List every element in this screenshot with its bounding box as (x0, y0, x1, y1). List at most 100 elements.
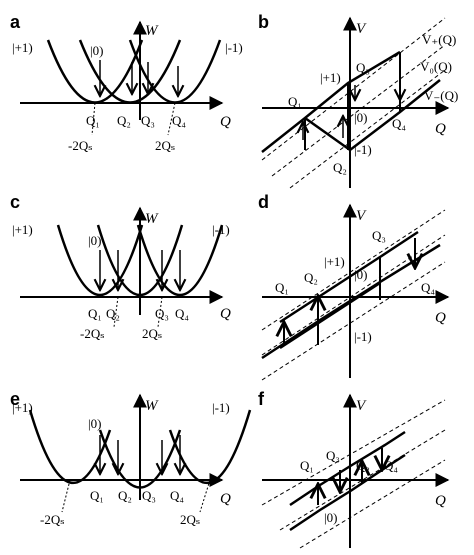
qs-left-label: -2Qₛ (80, 326, 105, 341)
state-zero: |0) (88, 233, 101, 248)
guide-line (157, 296, 163, 328)
state-plus-one: |+1) (12, 40, 33, 55)
q4-label: Q₄ (170, 488, 184, 503)
v-axis-label: V (356, 21, 367, 37)
branch-lower (279, 281, 381, 350)
state-plus-one: |+1) (324, 254, 345, 269)
q4-label: Q₄ (172, 113, 186, 128)
panel-letter-b: b (258, 12, 269, 32)
state-zero: |0) (354, 110, 367, 125)
q1-label: Q₁ (88, 306, 102, 321)
q4-label: Q₄ (392, 116, 406, 131)
panel-c: c W Q |+1) |-1) |0) Q₁ Q₂ Q₃ Q₄ -2Qₛ 2Qₛ (10, 192, 231, 341)
state-zero: |0) (354, 267, 367, 282)
state-zero: |0) (90, 43, 103, 58)
v-minus-line (261, 261, 446, 381)
panel-letter-f: f (258, 389, 265, 409)
q4-label: Q₄ (175, 306, 189, 321)
parabola-minus-one (128, 39, 222, 104)
branch-lower (304, 79, 441, 152)
v-minus-line (299, 459, 446, 549)
w-axis-label: W (145, 23, 159, 39)
q2-label: Q₂ (304, 270, 318, 285)
panel-b: b V Q Q₁ Q₂ Q₃ Q₄ |+1) |0) |-1) V₊(Q) V₀… (258, 12, 458, 189)
v-zero-line (271, 44, 446, 177)
qs-left-label: -2Qₛ (40, 512, 65, 527)
parabola-plus-one (46, 39, 144, 104)
q2-label: Q₂ (118, 488, 132, 503)
state-plus-one: |+1) (12, 222, 33, 237)
panel-letter-c: c (10, 192, 20, 212)
panel-a: a W Q |+1) |-1) |0) Q₁ Q₂ Q₃ Q₄ -2Qₛ 2Qₛ (10, 12, 243, 153)
q1-label: Q₁ (275, 280, 289, 295)
q2-label: Q₂ (356, 458, 370, 473)
branch-upper (279, 230, 419, 324)
q3-label: Q₃ (356, 60, 370, 75)
q2-label: Q₂ (106, 306, 120, 321)
v-minus-line (289, 69, 446, 189)
panel-letter-a: a (10, 12, 21, 32)
parabola-minus-one (136, 224, 224, 296)
state-plus-one: |+1) (12, 400, 33, 415)
q3-label: Q₃ (142, 488, 156, 503)
w-axis-label: W (145, 398, 159, 414)
guide-line (61, 479, 71, 513)
v-axis-label: V (356, 398, 367, 414)
state-minus-one: |-1) (354, 142, 372, 157)
guide-line (199, 479, 211, 513)
panel-letter-d: d (258, 192, 269, 212)
q-axis-label: Q (220, 306, 231, 322)
v-plus-line (261, 209, 446, 331)
v-axis-label: V (356, 208, 367, 224)
q2-label: Q₂ (333, 160, 347, 175)
q4-label: Q₄ (384, 458, 398, 473)
panel-f: f V Q Q₁ Q₃ Q₂ Q₄ |0) (258, 389, 450, 549)
guide-line (113, 296, 119, 328)
v-plus-line (261, 17, 446, 161)
parabola-zero (96, 224, 184, 296)
guide-line (91, 102, 96, 136)
panel-e: e W Q |+1) |-1) |0) Q₁ Q₂ Q₃ Q₄ -2Qₛ 2Qₛ (10, 389, 252, 527)
panel-letter-e: e (10, 389, 20, 409)
q-axis-label: Q (435, 310, 446, 326)
qs-left-label: -2Qₛ (68, 138, 93, 153)
state-minus-one: |-1) (212, 400, 230, 415)
q1-label: Q₁ (90, 488, 104, 503)
branch-upper (261, 50, 401, 153)
parabola-plus-one (56, 224, 144, 296)
state-minus-one: |-1) (354, 329, 372, 344)
v-plus-label: V₊(Q) (422, 32, 456, 47)
w-axis-label: W (145, 211, 159, 227)
q-axis-label: Q (435, 121, 446, 137)
q3-label: Q₃ (155, 306, 169, 321)
panel-d: d V Q Q₁ Q₂ Q₃ Q₄ |+1) |0) |-1) (258, 192, 450, 381)
state-zero: |0) (324, 510, 337, 525)
q-axis-label: Q (435, 493, 446, 509)
q2-label: Q₂ (117, 113, 131, 128)
q1-label: Q₁ (300, 458, 314, 473)
v-zero-label: V₀(Q) (420, 59, 452, 74)
q1-label: Q₁ (288, 94, 302, 109)
state-zero: |0) (88, 416, 101, 431)
parabola-minus-one (168, 409, 252, 485)
qs-right-label: 2Qₛ (142, 326, 162, 341)
parabola-zero (98, 429, 182, 489)
q3-label: Q₃ (141, 113, 155, 128)
q4-label: Q₄ (421, 280, 435, 295)
state-minus-one: |-1) (225, 40, 243, 55)
state-plus-one: |+1) (320, 70, 341, 85)
v-plus-line (261, 399, 446, 506)
q3-label: Q₃ (326, 448, 340, 463)
parabola-zero (78, 39, 182, 104)
guide-line (167, 102, 176, 136)
v-minus-label: V₋(Q) (424, 88, 458, 103)
q1-label: Q₁ (86, 113, 100, 128)
qs-right-label: 2Qₛ (155, 138, 175, 153)
state-minus-one: |-1) (212, 222, 230, 237)
q-axis-label: Q (220, 491, 231, 507)
branch-lower (289, 453, 406, 532)
q3-label: Q₃ (372, 228, 386, 243)
qs-right-label: 2Qₛ (180, 512, 200, 527)
q-axis-label: Q (220, 114, 231, 130)
